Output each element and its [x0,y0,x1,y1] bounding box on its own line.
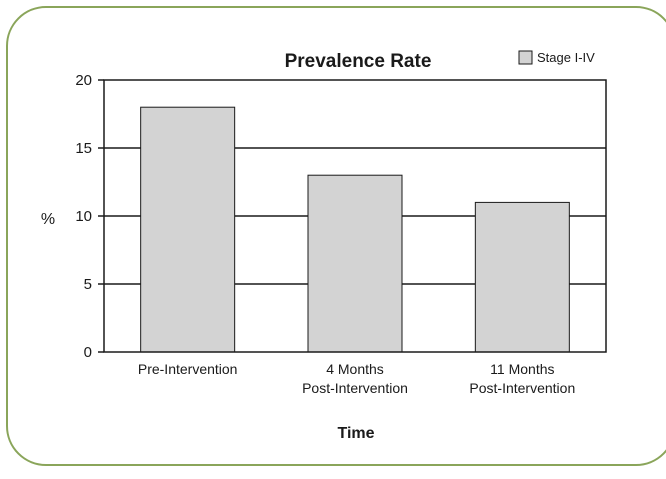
y-tick-label: 20 [75,72,92,89]
y-tick-labels: 0 5 10 15 20 [75,72,104,361]
x-category-label: 11 Months [490,361,554,377]
bar [474,201,570,353]
y-axis-label: % [41,211,55,228]
x-category-label: Pre-Intervention [138,361,238,377]
legend-label: Stage I-IV [537,50,595,65]
chart-title: Prevalence Rate [285,51,432,72]
x-category-label: Post-Intervention [302,380,408,396]
y-tick-label: 0 [84,344,92,361]
x-category-labels: Pre-Intervention 4 Months Post-Interventio… [138,361,575,396]
legend: Stage I-IV [518,50,595,65]
bar [140,106,236,353]
legend-swatch [518,50,533,65]
x-category-label: Post-Intervention [469,380,575,396]
bar [307,174,403,353]
x-axis-label: Time [337,425,374,442]
y-tick-label: 15 [75,140,92,157]
y-tick-label: 5 [84,276,92,293]
x-category-label: 4 Months [326,361,384,377]
y-tick-label: 10 [75,208,92,225]
bars [140,106,570,353]
